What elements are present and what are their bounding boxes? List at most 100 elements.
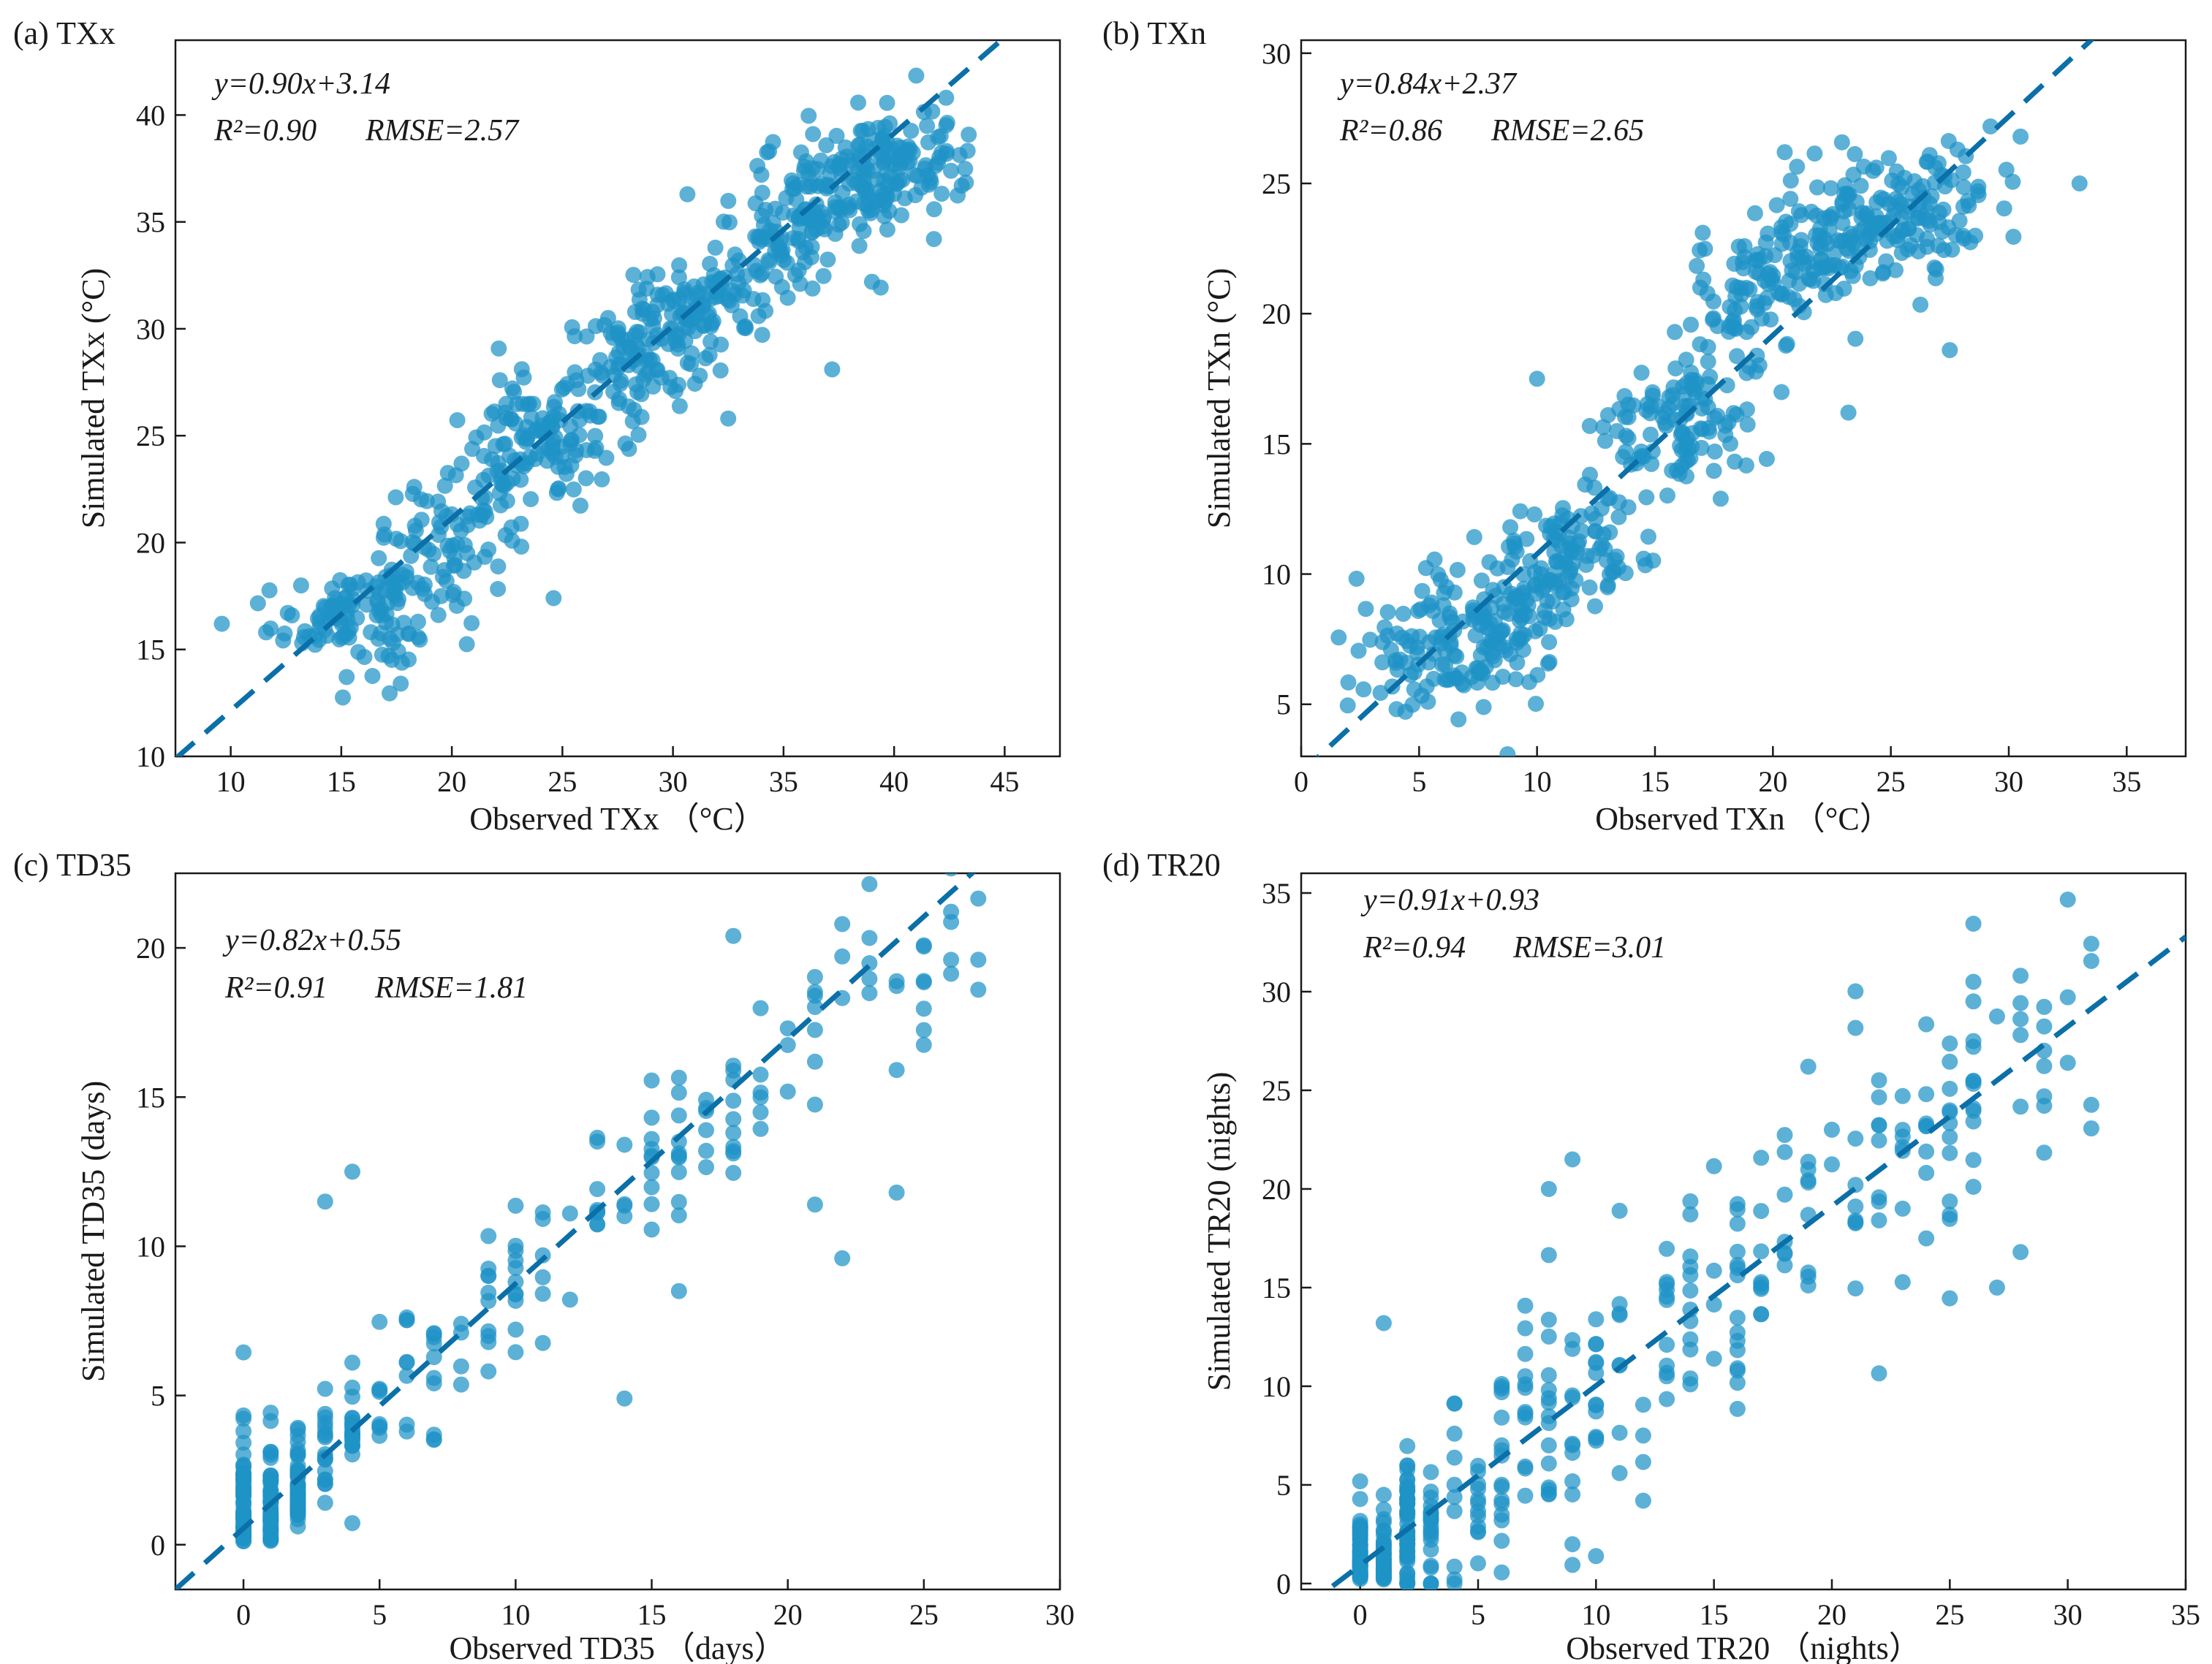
- data-point: [1375, 1315, 1392, 1331]
- data-point: [1875, 264, 1892, 281]
- data-point: [1375, 1501, 1392, 1518]
- data-point: [626, 401, 643, 418]
- data-point: [344, 1379, 360, 1396]
- data-point: [1694, 224, 1711, 241]
- data-point: [1446, 1575, 1463, 1589]
- x-tick-label: 20: [1758, 765, 1787, 798]
- data-point: [2059, 1055, 2076, 1071]
- data-point: [1841, 243, 1857, 259]
- data-point: [423, 558, 439, 575]
- y-tick-label: 20: [1262, 1173, 1291, 1206]
- data-point: [1947, 227, 1964, 243]
- y-tick-label: 20: [1262, 297, 1291, 330]
- regression-line: [175, 873, 976, 1589]
- data-point: [309, 610, 326, 627]
- data-point: [2012, 1244, 2029, 1261]
- data-point: [1729, 1267, 1746, 1284]
- data-point: [738, 320, 754, 337]
- data-point: [712, 287, 729, 304]
- data-point: [1746, 205, 1763, 221]
- data-point: [567, 328, 583, 345]
- data-point: [1965, 916, 1982, 932]
- data-point: [1517, 1376, 1534, 1393]
- data-point: [1540, 1181, 1557, 1197]
- data-point: [1705, 1296, 1722, 1313]
- data-point: [1695, 271, 1712, 288]
- data-point: [1682, 1266, 1699, 1283]
- x-tick-label: 0: [1294, 765, 1308, 798]
- data-point: [1548, 553, 1564, 570]
- data-point: [344, 1515, 360, 1532]
- data-point: [1379, 604, 1396, 620]
- data-point: [515, 427, 532, 444]
- data-point: [1918, 1016, 1935, 1033]
- data-point: [670, 1207, 687, 1224]
- data-point: [507, 1237, 524, 1254]
- panel-label: (b) TXn: [1102, 15, 1206, 51]
- data-point: [621, 441, 637, 457]
- x-tick-label: 45: [990, 765, 1019, 798]
- data-point: [1392, 651, 1409, 668]
- data-point: [1894, 1274, 1911, 1291]
- data-point: [1420, 597, 1437, 614]
- data-point: [1955, 164, 1972, 181]
- data-point: [1588, 1397, 1605, 1413]
- data-point: [725, 1165, 742, 1181]
- x-tick-label: 30: [1045, 1598, 1075, 1631]
- data-point: [852, 123, 869, 140]
- data-point: [1876, 191, 1893, 208]
- data-point: [834, 1250, 851, 1266]
- data-point: [2004, 173, 2021, 190]
- data-point: [816, 209, 833, 226]
- data-point: [1748, 298, 1765, 315]
- data-point: [2012, 1027, 2029, 1044]
- data-point: [903, 123, 920, 139]
- data-point: [1431, 612, 1448, 628]
- data-point: [2036, 1057, 2053, 1074]
- data-point: [1782, 191, 1799, 208]
- data-point: [889, 175, 905, 192]
- data-point: [1564, 1486, 1581, 1502]
- data-point: [1824, 1156, 1840, 1173]
- data-point: [670, 1283, 687, 1299]
- data-point: [1659, 1391, 1675, 1407]
- y-tick-label: 15: [136, 634, 165, 666]
- data-point: [1493, 1564, 1510, 1581]
- data-point: [2036, 1144, 2053, 1161]
- data-point: [284, 607, 300, 624]
- data-point: [806, 999, 823, 1015]
- data-point: [1540, 1437, 1557, 1454]
- plot-frame: [174, 872, 1061, 1591]
- data-point: [1871, 1117, 1887, 1133]
- data-point: [1778, 213, 1795, 230]
- data-point: [338, 626, 355, 643]
- data-point: [643, 1196, 660, 1212]
- data-point: [1493, 1476, 1510, 1493]
- data-point: [716, 213, 732, 230]
- data-point: [1611, 1424, 1628, 1441]
- data-point: [698, 1142, 714, 1159]
- data-point: [317, 1494, 333, 1511]
- data-point: [1446, 1449, 1463, 1466]
- data-point: [1635, 1427, 1651, 1444]
- data-point: [1512, 503, 1529, 520]
- data-point: [1796, 256, 1813, 273]
- data-point: [1803, 203, 1819, 220]
- data-point: [1611, 400, 1628, 417]
- data-point: [616, 1136, 633, 1153]
- x-axis-title: Observed TXn （°C）: [1595, 801, 1891, 837]
- data-point: [2012, 968, 2029, 984]
- data-point: [1960, 193, 1977, 209]
- data-point: [828, 127, 845, 144]
- panel-label: (d) TR20: [1102, 847, 1221, 883]
- data-point: [1678, 468, 1694, 485]
- data-point: [1541, 634, 1558, 650]
- data-point: [2071, 175, 2088, 191]
- data-point: [1942, 1193, 1958, 1209]
- data-point: [701, 346, 718, 363]
- data-point: [1611, 1305, 1628, 1322]
- data-point: [915, 1022, 932, 1038]
- data-point: [1595, 526, 1612, 543]
- data-point: [1599, 579, 1616, 596]
- x-tick-label: 20: [773, 1598, 803, 1631]
